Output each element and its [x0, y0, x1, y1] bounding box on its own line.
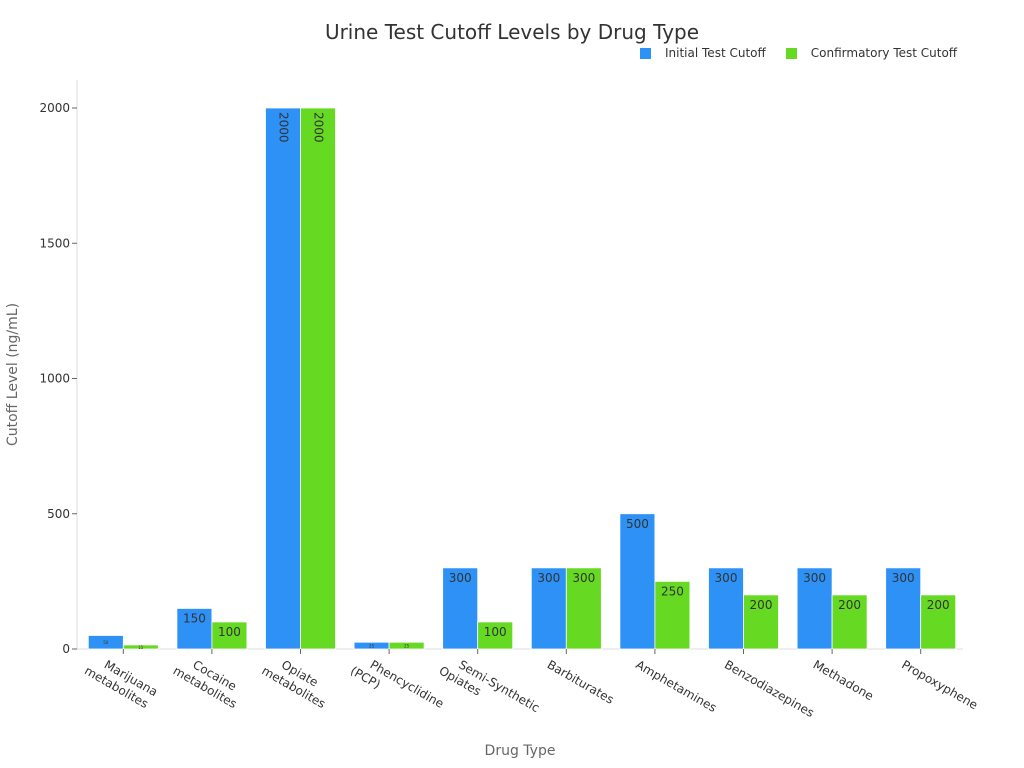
bar-confirmatory: [388, 641, 425, 650]
bar-initial: [530, 567, 567, 650]
bar-initial: [796, 567, 833, 650]
bar-value-label: 500: [626, 517, 649, 531]
x-tick-label-line: Amphetamines: [633, 657, 719, 715]
bar-initial: [265, 107, 301, 650]
x-tick-label-line: Benzodiazepines: [722, 657, 817, 720]
bar-confirmatory: [122, 644, 159, 650]
x-tick-label: Semi-SyntheticOpiates: [437, 650, 542, 728]
y-tick-label: 1500: [39, 236, 70, 250]
bar-value-label: 300: [537, 571, 560, 585]
bar-value-label: 2000: [277, 112, 291, 143]
legend: Initial Test Cutoff Confirmatory Test Cu…: [640, 46, 977, 60]
bar-initial: [87, 635, 124, 650]
legend-label-initial: Initial Test Cutoff: [665, 46, 766, 60]
legend-item-initial: Initial Test Cutoff: [640, 46, 766, 60]
y-tick-label: 1000: [39, 372, 70, 386]
x-tick-label: Phencyclidine(PCP): [348, 650, 446, 723]
bar-value-label: 25: [404, 644, 410, 649]
legend-swatch-confirmatory: [785, 47, 797, 59]
x-tick-label: Propoxyphene: [899, 657, 980, 712]
bar-confirmatory: [211, 621, 248, 650]
chart-title: Urine Test Cutoff Levels by Drug Type: [324, 20, 700, 44]
bar-value-label: 200: [750, 598, 773, 612]
y-axis-title: Cutoff Level (ng/mL): [5, 303, 21, 446]
bar-value-label: 300: [572, 571, 595, 585]
x-tick-label: Opiatemetabolites: [259, 650, 335, 711]
y-tick-label: 2000: [39, 101, 70, 115]
x-tick-label: Amphetamines: [633, 657, 719, 715]
x-tick-label: Cocainemetabolites: [171, 650, 247, 711]
x-axis-title: Drug Type: [485, 743, 556, 759]
bar-initial: [442, 567, 479, 650]
legend-item-confirmatory: Confirmatory Test Cutoff: [785, 46, 958, 60]
bar-confirmatory: [831, 594, 868, 650]
bar-value-label: 100: [484, 625, 507, 639]
bar-initial: [708, 567, 744, 650]
bar-confirmatory: [743, 594, 779, 650]
bar-value-label: 150: [183, 611, 206, 625]
bar-initial: [176, 608, 213, 650]
bar-value-label: 15: [138, 645, 144, 650]
bar-confirmatory: [477, 621, 514, 650]
bar-value-label: 300: [449, 571, 472, 585]
x-tick-label: Methadone: [811, 657, 876, 703]
x-tick-label: Benzodiazepines: [722, 657, 817, 720]
bar-initial: [885, 567, 922, 650]
y-tick-label: 500: [47, 507, 70, 521]
x-tick-label-line: Propoxyphene: [899, 657, 980, 712]
bar-confirmatory: [300, 107, 336, 650]
bar-value-label: 300: [803, 571, 826, 585]
bar-initial: [619, 513, 656, 650]
bar-value-label: 50: [103, 640, 109, 645]
x-tick-label-line: Methadone: [811, 657, 876, 703]
legend-swatch-initial: [640, 47, 651, 59]
bar-value-label: 300: [715, 571, 738, 585]
bar-confirmatory: [920, 594, 957, 650]
bar-value-label: 250: [661, 584, 684, 598]
bar-value-label: 200: [927, 598, 950, 612]
bar-value-label: 25: [369, 644, 375, 649]
bar-value-label: 200: [838, 598, 861, 612]
bar-confirmatory: [654, 580, 691, 650]
y-tick-label: 0: [62, 642, 70, 656]
x-tick-label-line: Barbiturates: [545, 657, 616, 706]
legend-label-confirmatory: Confirmatory Test Cutoff: [810, 46, 958, 60]
bar-confirmatory: [565, 567, 602, 650]
bar-value-label: 300: [892, 571, 915, 585]
x-tick-label: Marijuanametabolites: [82, 650, 160, 712]
x-tick-label: Barbiturates: [545, 657, 616, 706]
bar-value-label: 2000: [312, 112, 326, 143]
bar-value-label: 100: [218, 625, 241, 639]
